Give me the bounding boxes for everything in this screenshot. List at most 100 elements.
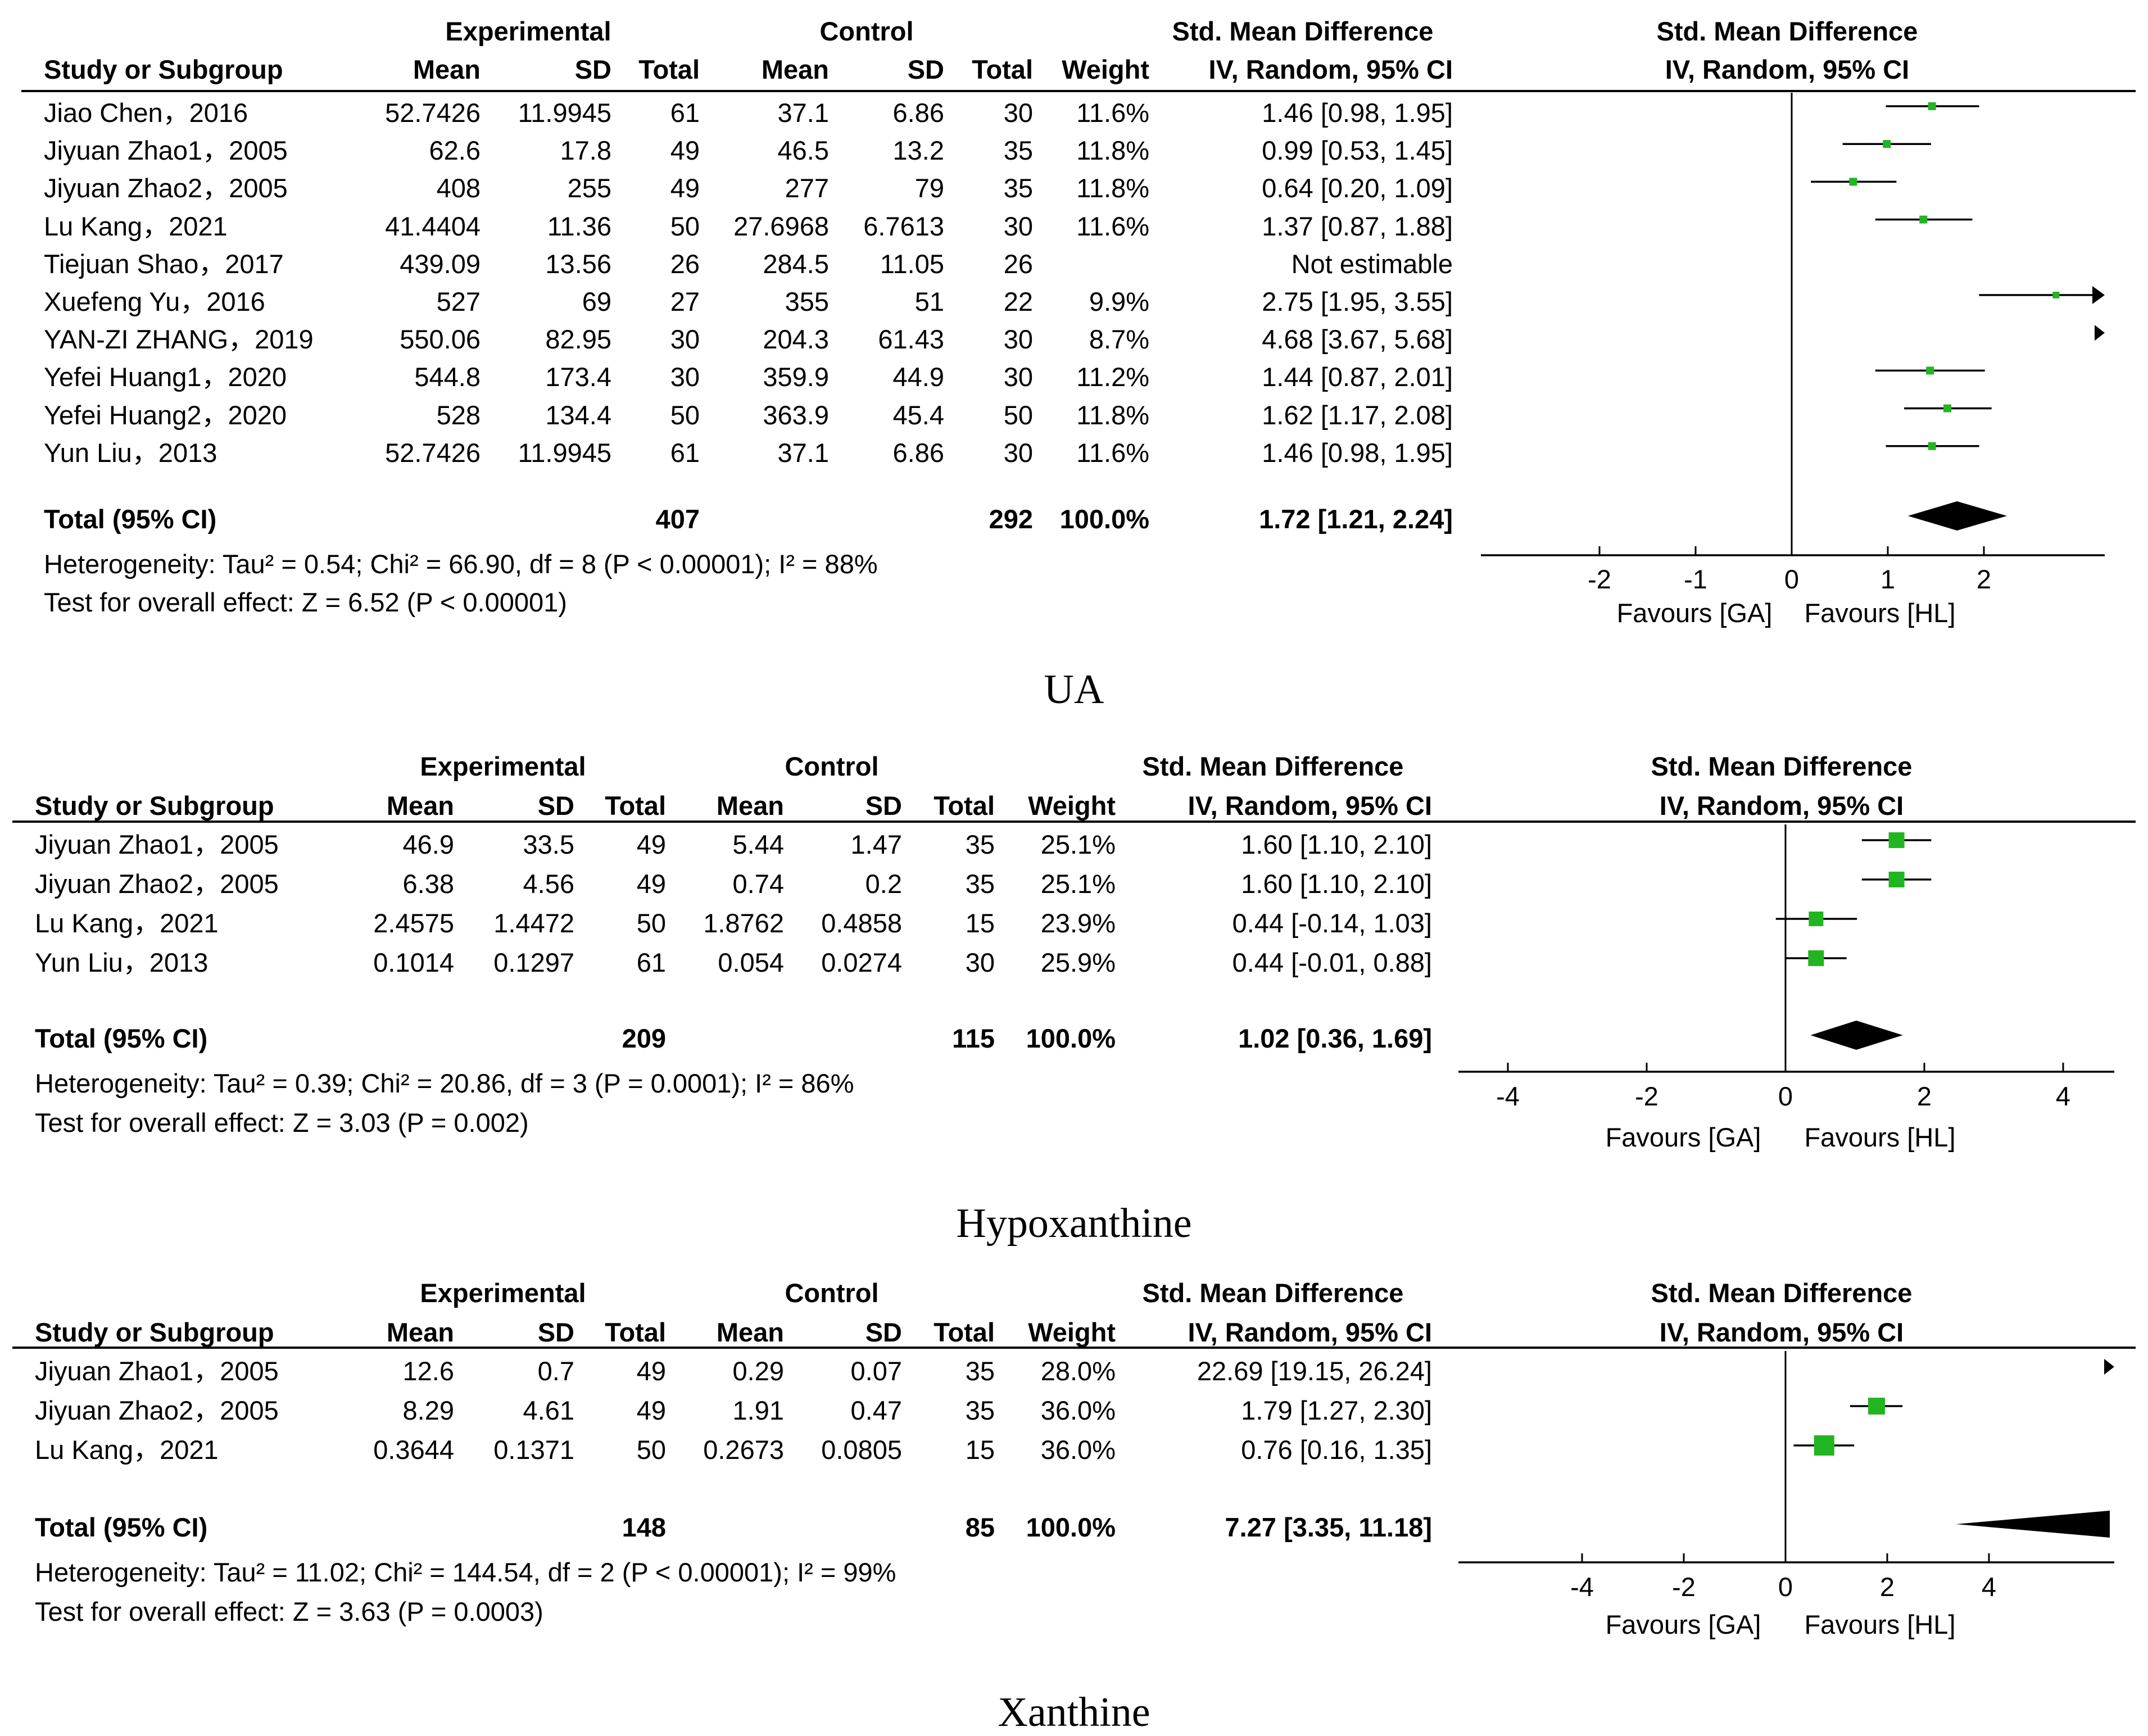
panel-1-total-ctl: 292 [989, 504, 1033, 534]
panel-3-row-1-offscale-arrow [2104, 1359, 2114, 1375]
panel-3-header-study: Study or Subgroup [35, 1317, 274, 1347]
panel-1-row-7-weight: 8.7% [1089, 324, 1149, 355]
panel-1-row-6-exp-mean: 527 [436, 287, 481, 316]
panel-3-row-2-ctl-total: 35 [965, 1395, 995, 1425]
panel-1-row-8-study: Yefei Huang1，2020 [44, 362, 287, 392]
panel-3-header-exp-total: Total [605, 1317, 666, 1347]
panel-1-row-8-estimate-marker [1926, 366, 1934, 375]
panel-2-tick-label-5: 4 [2055, 1081, 2071, 1111]
panel-1-row-5-exp-total: 26 [670, 248, 700, 279]
panel-2-header-control: Control [785, 751, 879, 781]
panel-1-row-7-ctl-sd: 61.43 [878, 324, 944, 355]
panel-3-header-ctl-mean: Mean [716, 1317, 784, 1347]
panel-2-header-exp-mean: Mean [386, 791, 454, 821]
panel-2-row-3-ctl-sd: 0.4858 [821, 908, 902, 938]
panel-1-header-smd: Std. Mean Difference [1172, 16, 1434, 46]
panel-1-row-1-ctl-mean: 37.1 [777, 98, 829, 128]
panel-3-header-experimental: Experimental [420, 1278, 586, 1308]
panel-1-row-5-ctl-sd: 11.05 [880, 248, 944, 279]
panel-3-tick-label-5: 4 [1981, 1572, 1997, 1602]
panel-3-tick-label-1: -4 [1570, 1572, 1594, 1602]
panel-3-favours-left: Favours [GA] [1605, 1610, 1761, 1639]
panel-1-header-exp-sd: SD [574, 55, 611, 84]
panel-1-header-ctl-sd: SD [907, 55, 944, 84]
panel-1-row-8-ctl-total: 30 [1003, 362, 1033, 392]
panel-1-row-6-ctl-total: 22 [1003, 287, 1033, 316]
panel-2-row-4-estimate-marker [1808, 950, 1824, 966]
panel-1-tick-label-4: 1 [1880, 564, 1896, 594]
panel-3-row-2-ctl-sd: 0.47 [850, 1395, 902, 1425]
panel-3-header-smd: Std. Mean Difference [1142, 1278, 1404, 1308]
panel-3-row-3-weight: 36.0% [1040, 1435, 1116, 1465]
panel-2-favours-right: Favours [HL] [1804, 1122, 1956, 1152]
panel-2-favours-left: Favours [GA] [1605, 1122, 1761, 1152]
panel-1-row-10-exp-mean: 52.7426 [385, 437, 481, 468]
panel-1-row-9-exp-mean: 528 [436, 400, 481, 430]
panel-2-total-ci: 1.02 [0.36, 1.69] [1238, 1023, 1432, 1053]
panel-3-favours-right: Favours [HL] [1804, 1610, 1956, 1639]
panel-1-row-2-ci: 0.99 [0.53, 1.45] [1262, 135, 1453, 166]
panel-1-overall-effect: Test for overall effect: Z = 6.52 (P < 0… [44, 587, 567, 617]
panel-2-row-3-estimate-marker [1809, 912, 1824, 926]
panel-2-row-2-ctl-total: 35 [965, 869, 995, 899]
panel-3-heterogeneity: Heterogeneity: Tau² = 11.02; Chi² = 144.… [35, 1557, 896, 1587]
panel-3-header-plot-method: IV, Random, 95% CI [1659, 1317, 1904, 1347]
panel-2-row-3-weight: 23.9% [1040, 908, 1116, 938]
panel-1-row-4-ctl-total: 30 [1003, 211, 1033, 241]
panel-3-row-1-exp-mean: 12.6 [402, 1356, 454, 1386]
panel-3-tick-label-4: 2 [1879, 1572, 1895, 1602]
panel-2-tick-label-1: -4 [1496, 1081, 1520, 1111]
panel-1-row-6-weight: 9.9% [1089, 287, 1149, 316]
panel-1-row-7-offscale-arrow [2095, 325, 2105, 341]
panel-1-row-10-ctl-total: 30 [1003, 437, 1033, 468]
panel-2-header-plot-method: IV, Random, 95% CI [1659, 791, 1904, 821]
panel-1-row-3-exp-sd: 255 [567, 173, 611, 203]
panel-1-row-8-exp-mean: 544.8 [414, 362, 481, 392]
panel-1-row-2-ctl-total: 35 [1003, 135, 1033, 166]
panel-2-header-smd: Std. Mean Difference [1142, 751, 1404, 781]
panel-2-row-2-ctl-sd: 0.2 [865, 869, 902, 899]
panel-1-row-5-study: Tiejuan Shao，2017 [44, 248, 284, 279]
panel-1-row-3-exp-mean: 408 [436, 173, 481, 203]
panel-1-row-2-weight: 11.8% [1076, 135, 1149, 166]
panel-1-row-6-exp-total: 27 [670, 287, 700, 316]
panel-3-row-3-ctl-sd: 0.0805 [821, 1435, 902, 1465]
panel-1-row-7-ctl-total: 30 [1003, 324, 1033, 355]
panel-2-row-2-estimate-marker [1888, 872, 1905, 887]
panel-1-row-10-exp-sd: 11.9945 [518, 437, 611, 468]
panel-1-row-3-ci: 0.64 [0.20, 1.09] [1262, 173, 1453, 203]
panel-1-row-1-ci: 1.46 [0.98, 1.95] [1262, 98, 1453, 128]
panel-2-row-1-ctl-total: 35 [965, 830, 995, 859]
panel-1-row-4-ci: 1.37 [0.87, 1.88] [1262, 211, 1453, 241]
panel-2-row-1-weight: 25.1% [1040, 830, 1116, 859]
panel-1-header-method: IV, Random, 95% CI [1208, 55, 1453, 84]
panel-2-tick-label-3: 0 [1778, 1081, 1793, 1111]
panel-1-row-4-exp-sd: 11.36 [547, 211, 611, 241]
panel-2-header-study: Study or Subgroup [35, 791, 274, 821]
panel-1-header-weight: Weight [1062, 55, 1149, 84]
panel-2-header-exp-total: Total [605, 791, 666, 821]
panel-1-row-3-weight: 11.8% [1076, 173, 1149, 203]
panel-1-row-3-estimate-marker [1849, 178, 1857, 186]
panel-1-header-exp-total: Total [638, 55, 700, 84]
panel-1-header-ctl-total: Total [972, 55, 1033, 84]
panel-3-row-2-ci: 1.79 [1.27, 2.30] [1241, 1395, 1432, 1425]
panel-2-row-4-ctl-sd: 0.0274 [821, 948, 902, 977]
panel-2-header-method: IV, Random, 95% CI [1188, 791, 1432, 821]
panel-1-row-6-exp-sd: 69 [582, 287, 611, 316]
panel-3-row-1-ctl-sd: 0.07 [850, 1356, 902, 1386]
panel-1-row-6-study: Xuefeng Yu，2016 [44, 287, 265, 316]
panel-3-row-3-exp-total: 50 [636, 1435, 666, 1465]
panel-2-row-2-weight: 25.1% [1040, 869, 1116, 899]
panel-1-row-8-ctl-sd: 44.9 [892, 362, 944, 392]
panel-2-row-4-ctl-total: 30 [965, 948, 995, 977]
panel-2-row-4-ctl-mean: 0.054 [718, 948, 784, 977]
panel-2-row-1-exp-mean: 46.9 [402, 830, 454, 859]
panel-2-row-4-exp-total: 61 [636, 948, 666, 977]
panel-2-row-3-exp-mean: 2.4575 [373, 908, 454, 938]
panel-1-row-6-estimate-marker [2052, 292, 2060, 298]
panel-2-row-2-ci: 1.60 [1.10, 2.10] [1241, 869, 1432, 899]
panel-2-header-experimental: Experimental [420, 751, 586, 781]
panel-3-total-ctl: 85 [965, 1512, 995, 1542]
panel-1-header-plot-smd: Std. Mean Difference [1656, 16, 1918, 46]
